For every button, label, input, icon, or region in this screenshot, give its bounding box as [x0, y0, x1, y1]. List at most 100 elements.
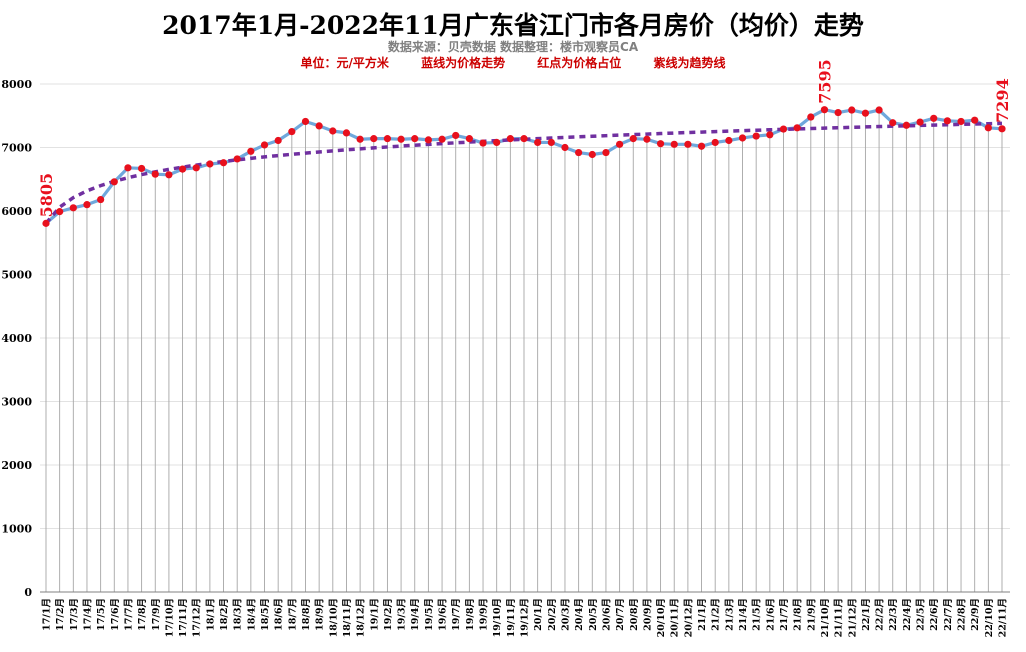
data-point	[219, 159, 228, 167]
x-tick-label: 22/5月	[916, 598, 927, 631]
data-point	[616, 140, 624, 148]
x-tick-label: 19/4月	[410, 598, 421, 631]
x-tick-label: 19/7月	[451, 598, 462, 631]
x-tick-label: 21/5月	[752, 598, 763, 631]
note-blue-line: 蓝线为价格走势	[421, 56, 506, 70]
x-tick-label: 22/7月	[943, 598, 954, 631]
y-tick-label: 7000	[1, 142, 32, 155]
chart-subtitle: 数据来源：贝壳数据 数据整理：楼市观察员CA	[387, 40, 639, 54]
data-point	[124, 164, 132, 172]
data-point	[820, 106, 829, 114]
data-point	[875, 106, 883, 114]
data-point	[397, 135, 405, 143]
data-point	[493, 138, 501, 147]
data-point	[520, 135, 528, 143]
data-point	[561, 143, 569, 152]
data-point	[438, 135, 446, 143]
y-tick-label: 8000	[1, 78, 32, 91]
data-point	[861, 109, 870, 117]
data-point	[984, 124, 992, 132]
data-point	[766, 131, 774, 139]
x-tick-label: 20/11月	[670, 598, 681, 637]
data-point	[465, 135, 473, 143]
x-tick-label: 17/10月	[164, 598, 175, 637]
y-tick-label: 4000	[1, 332, 32, 345]
y-tick-label: 5000	[1, 269, 32, 282]
x-tick-label: 17/11月	[178, 598, 189, 637]
x-tick-label: 19/2月	[383, 598, 394, 631]
data-point	[83, 201, 91, 209]
x-tick-label: 21/6月	[765, 598, 776, 631]
data-label-7294: 7294	[993, 78, 1012, 123]
x-tick-label: 18/12月	[356, 598, 367, 637]
y-tick-label: 3000	[1, 396, 32, 409]
x-tick-label: 18/6月	[274, 598, 285, 631]
data-point	[138, 164, 146, 173]
data-point	[916, 118, 924, 126]
x-tick-label: 17/12月	[192, 598, 203, 637]
data-point	[643, 135, 651, 143]
x-tick-label: 19/1月	[369, 598, 380, 631]
data-point	[424, 136, 432, 144]
data-point	[288, 128, 296, 136]
data-point	[684, 140, 692, 148]
x-tick-label: 22/10月	[984, 598, 995, 637]
data-point	[411, 135, 419, 143]
x-tick-label: 19/12月	[520, 598, 531, 637]
data-point	[807, 113, 815, 121]
data-point	[670, 140, 678, 148]
data-point	[165, 171, 173, 179]
x-tick-label: 21/7月	[779, 598, 790, 631]
x-tick-label: 17/8月	[137, 598, 148, 631]
data-point	[42, 219, 50, 227]
x-tick-label: 18/2月	[219, 598, 230, 631]
y-tick-label: 6000	[1, 205, 32, 218]
x-tick-label: 17/4月	[82, 598, 93, 631]
data-point	[575, 148, 583, 157]
data-point	[902, 121, 911, 129]
data-point	[356, 135, 364, 143]
note-purple-line: 紫线为趋势线	[653, 56, 726, 70]
x-tick-label: 18/1月	[205, 598, 216, 631]
x-tick-label: 19/9月	[479, 598, 490, 631]
data-point	[97, 195, 105, 204]
data-point	[793, 124, 801, 132]
x-tick-label: 22/6月	[929, 598, 940, 631]
x-tick-label: 22/3月	[888, 598, 899, 631]
x-tick-label: 18/11月	[342, 598, 353, 637]
data-point	[56, 208, 64, 216]
x-tick-label: 17/7月	[123, 598, 134, 631]
x-tick-label: 18/3月	[233, 598, 244, 631]
x-tick-label: 22/2月	[875, 598, 886, 631]
data-point	[534, 138, 542, 147]
x-tick-label: 19/5月	[424, 598, 435, 631]
data-point	[110, 178, 118, 186]
x-tick-label: 20/6月	[601, 598, 612, 631]
data-point	[629, 135, 637, 143]
x-tick-label: 17/6月	[110, 598, 121, 631]
x-tick-label: 22/1月	[861, 598, 872, 631]
y-tick-label: 2000	[1, 459, 32, 472]
data-point	[738, 134, 747, 142]
x-tick-label: 20/9月	[642, 598, 653, 631]
x-tick-label: 20/2月	[547, 598, 558, 631]
x-tick-label: 20/1月	[533, 598, 544, 631]
data-point	[998, 125, 1006, 133]
x-tick-label: 21/4月	[738, 598, 749, 631]
x-tick-label: 20/10月	[656, 598, 667, 637]
data-point	[233, 155, 241, 163]
y-tick-label: 1000	[1, 523, 32, 536]
x-tick-label: 20/4月	[574, 598, 585, 631]
x-tick-label: 17/9月	[151, 598, 162, 631]
data-point	[602, 148, 610, 157]
data-point	[151, 170, 159, 178]
data-point	[656, 140, 665, 148]
data-point	[711, 138, 719, 147]
data-point	[301, 117, 310, 126]
x-tick-label: 18/10月	[328, 598, 339, 637]
chart-notes: 单位：元/平方米 蓝线为价格走势 红点为价格占位 紫线为趋势线	[0, 54, 1026, 71]
x-tick-label: 21/1月	[697, 598, 708, 631]
data-point	[506, 135, 514, 143]
x-tick-label: 20/7月	[615, 598, 626, 631]
